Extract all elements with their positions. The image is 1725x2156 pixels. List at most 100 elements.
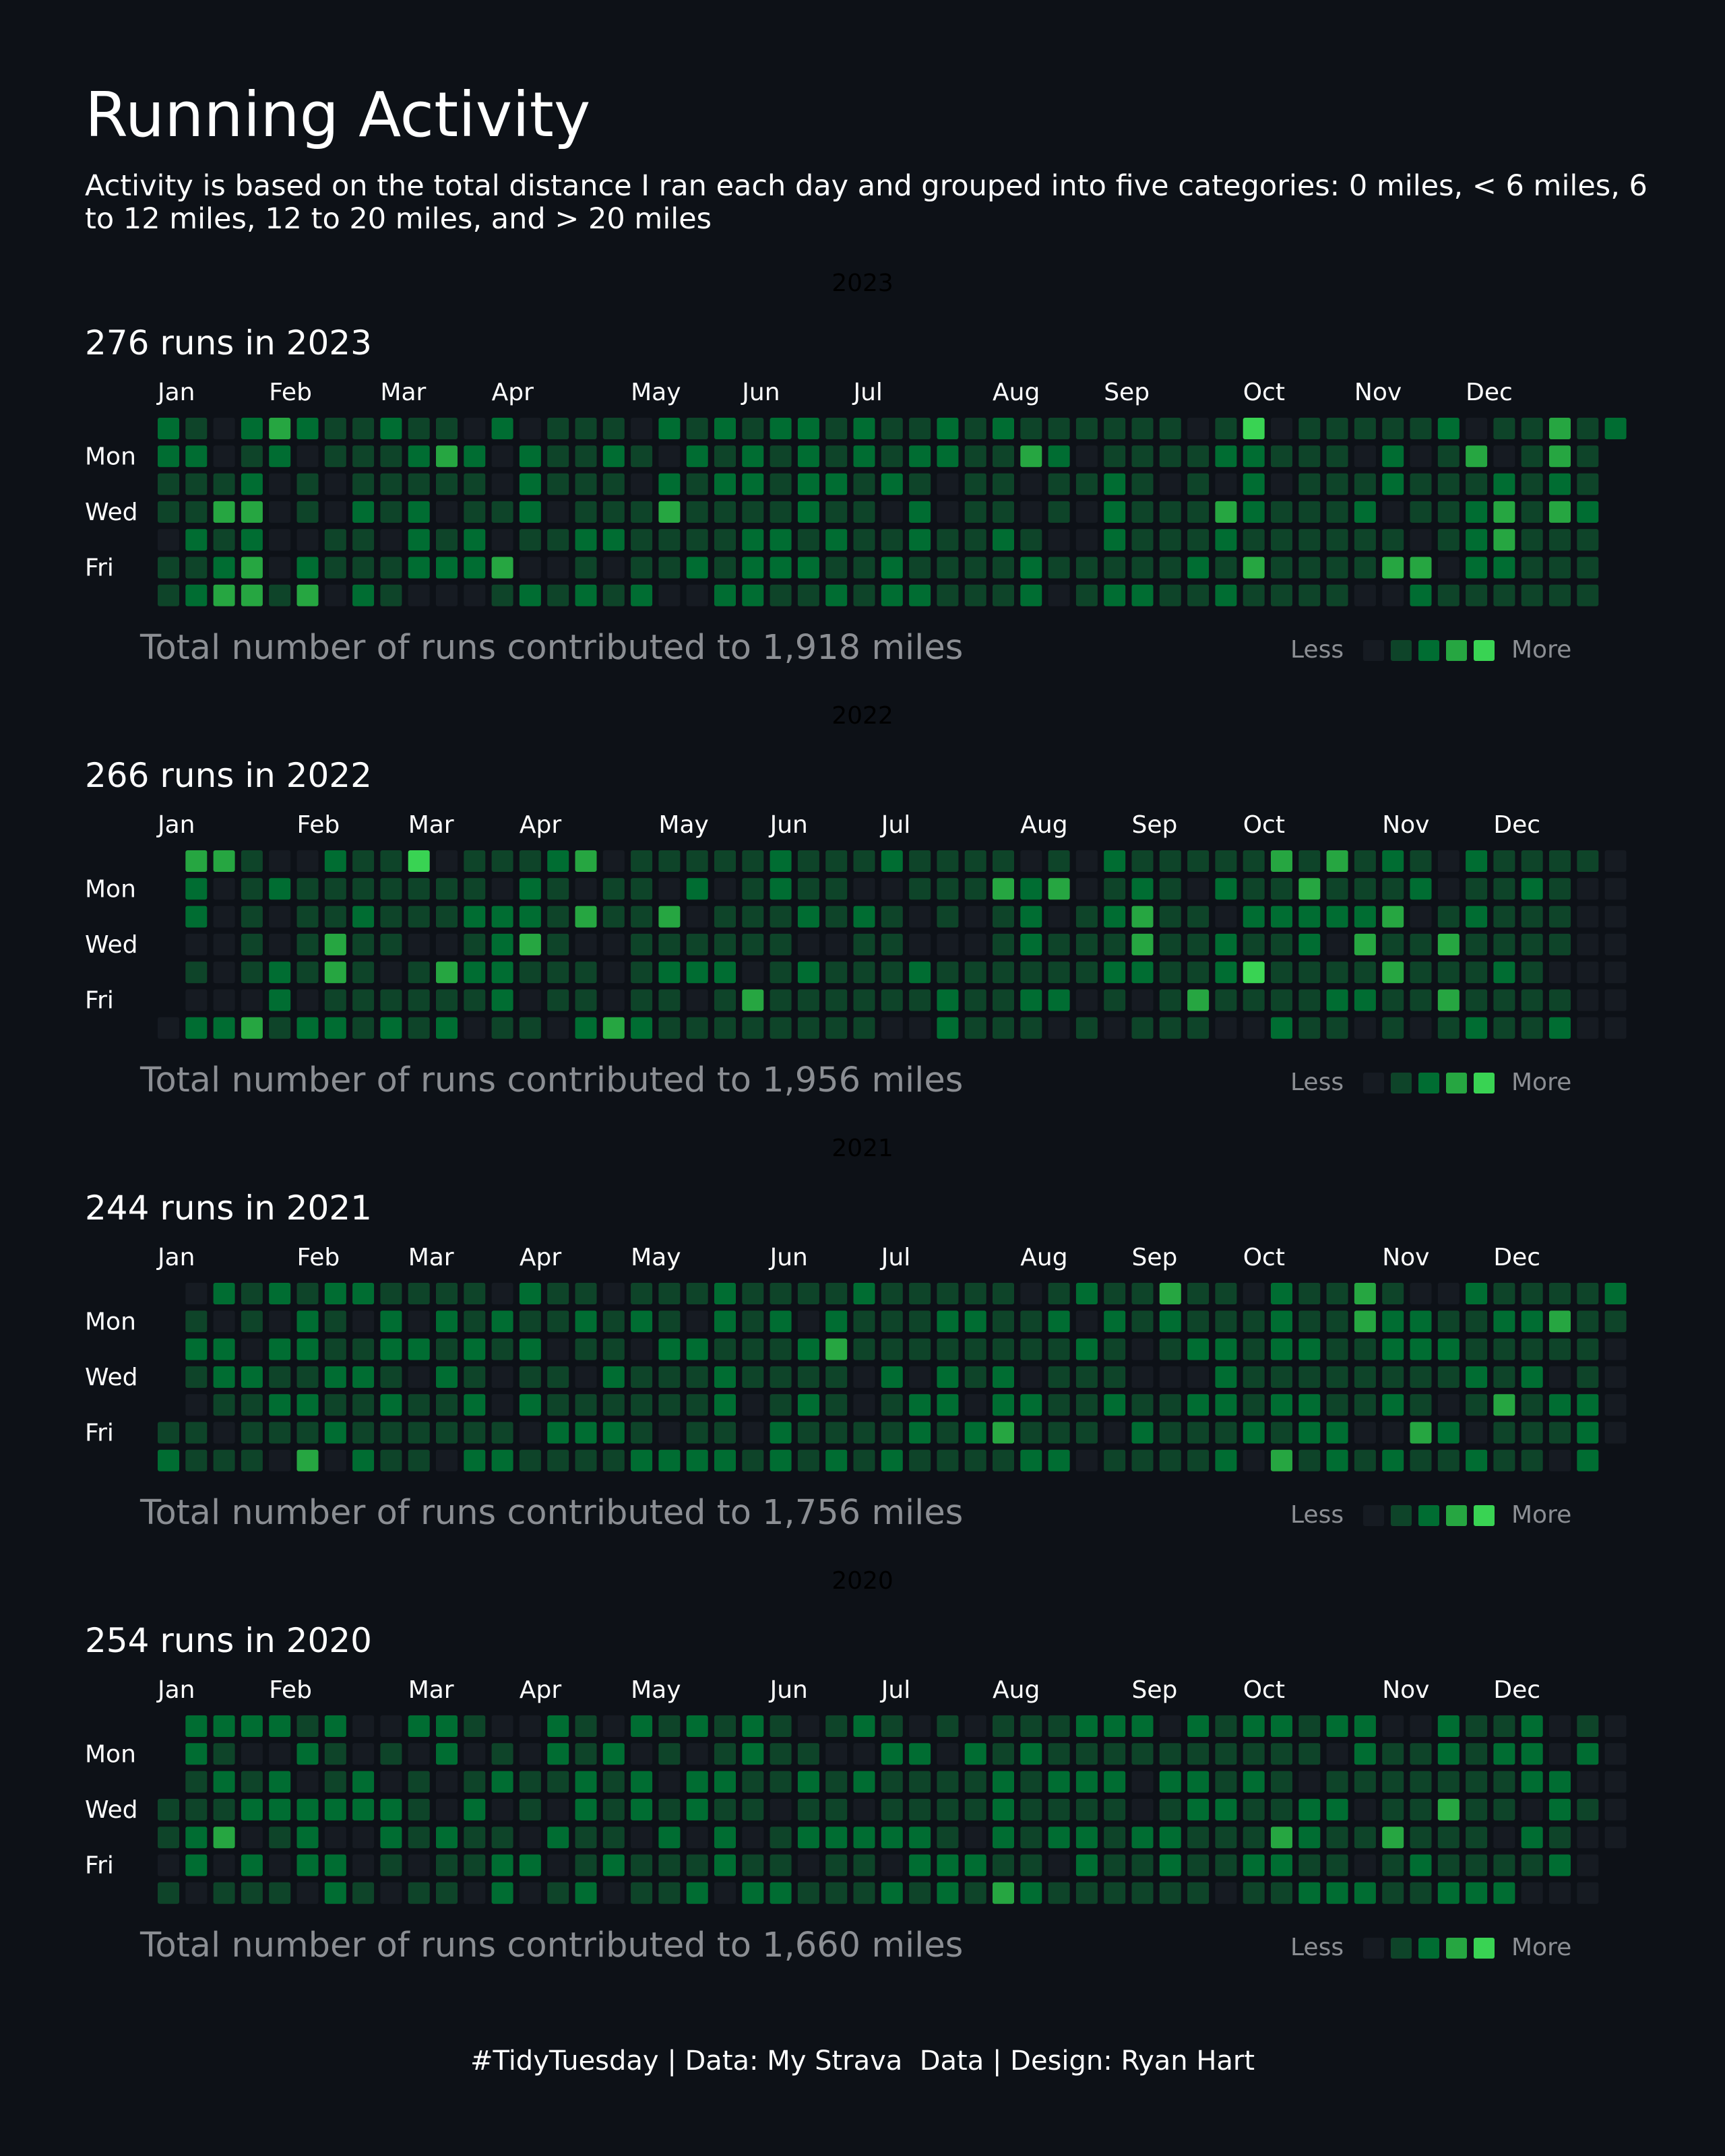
day-cell xyxy=(213,1771,235,1793)
day-cell xyxy=(770,1017,792,1039)
day-cell xyxy=(1215,850,1237,872)
legend: Less More xyxy=(1280,633,1617,667)
day-cell xyxy=(602,878,625,900)
day-cell xyxy=(491,1771,513,1793)
day-cell xyxy=(1604,1394,1627,1416)
month-label: Jun xyxy=(769,1244,808,1271)
day-cell xyxy=(770,529,792,551)
day-cell xyxy=(380,878,402,900)
day-cell xyxy=(853,557,875,579)
day-cell xyxy=(797,850,819,872)
day-cell xyxy=(464,1310,486,1333)
day-cell xyxy=(1326,1310,1348,1333)
day-cell xyxy=(408,529,430,551)
day-cell xyxy=(1187,878,1210,900)
day-cell xyxy=(964,557,986,579)
day-cell xyxy=(825,529,848,551)
day-cell xyxy=(714,989,736,1011)
day-cell xyxy=(185,1283,208,1304)
day-cell xyxy=(519,557,541,579)
day-cell xyxy=(1243,1017,1265,1039)
day-cell xyxy=(1104,557,1126,579)
day-cell xyxy=(1493,1743,1515,1765)
day-cell xyxy=(770,850,792,872)
day-cell xyxy=(937,1422,959,1444)
day-cell xyxy=(964,418,986,439)
day-cell xyxy=(881,961,903,984)
weekday-label: Fri xyxy=(85,1852,114,1880)
day-cell xyxy=(185,989,208,1011)
day-cell xyxy=(881,418,903,439)
day-cell xyxy=(993,933,1014,955)
day-cell xyxy=(853,418,875,439)
day-cell xyxy=(993,1882,1014,1904)
day-cell xyxy=(380,961,402,984)
day-cell xyxy=(158,1798,179,1820)
day-cell xyxy=(770,1771,792,1793)
day-cell xyxy=(714,1882,736,1904)
day-cell xyxy=(213,1449,235,1471)
day-cell xyxy=(1577,1798,1599,1820)
day-cell xyxy=(575,878,597,900)
day-cell xyxy=(213,1715,235,1737)
day-cell xyxy=(464,850,486,872)
day-cell xyxy=(1048,1283,1070,1304)
day-cell xyxy=(241,933,263,955)
day-cell xyxy=(1159,878,1181,900)
day-cell xyxy=(547,1310,569,1333)
day-cell xyxy=(1131,961,1154,984)
day-cell xyxy=(352,1394,375,1416)
day-cell xyxy=(1298,1338,1321,1360)
day-cell xyxy=(825,1338,848,1360)
day-cell xyxy=(575,1882,597,1904)
day-cell xyxy=(1326,1882,1348,1904)
month-label: Feb xyxy=(297,1244,340,1271)
day-cell xyxy=(658,557,681,579)
day-cell xyxy=(881,878,903,900)
month-label: Apr xyxy=(520,1676,561,1704)
day-cell xyxy=(1354,501,1376,523)
day-cell xyxy=(881,1283,903,1304)
day-cell xyxy=(686,1827,708,1849)
day-cell xyxy=(825,1394,848,1416)
day-cell xyxy=(742,961,764,984)
day-cell xyxy=(1326,878,1348,900)
day-cell xyxy=(658,1394,681,1416)
day-cell xyxy=(631,1771,653,1793)
day-cell xyxy=(1104,1394,1126,1416)
day-cell xyxy=(352,850,375,872)
day-cell xyxy=(464,418,486,439)
day-cell xyxy=(408,989,430,1011)
day-cell xyxy=(213,1283,235,1304)
day-cell xyxy=(1271,445,1292,468)
day-cell xyxy=(658,1422,681,1444)
day-cell xyxy=(575,1854,597,1876)
day-cell xyxy=(464,1798,486,1820)
day-cell xyxy=(324,1827,346,1849)
day-cell xyxy=(464,1771,486,1793)
day-cell xyxy=(1215,1854,1237,1876)
day-cell xyxy=(296,1715,319,1737)
day-cell xyxy=(213,473,235,495)
day-cell xyxy=(436,584,458,606)
day-cell xyxy=(881,1743,903,1765)
day-cell xyxy=(213,1854,235,1876)
day-cell xyxy=(464,1449,486,1471)
day-cell xyxy=(1493,989,1515,1011)
day-cell xyxy=(241,1338,263,1360)
day-cell xyxy=(686,529,708,551)
day-cell xyxy=(602,445,625,468)
day-cell xyxy=(742,1827,764,1849)
day-cell xyxy=(1243,961,1265,984)
day-cell xyxy=(1243,1798,1265,1820)
day-cell xyxy=(797,933,819,955)
day-cell xyxy=(352,1882,375,1904)
day-cell xyxy=(1354,1017,1376,1039)
day-cell xyxy=(519,1422,541,1444)
day-cell xyxy=(241,418,263,439)
day-cell xyxy=(1493,418,1515,439)
day-cell xyxy=(269,1449,291,1471)
day-cell xyxy=(1604,1743,1627,1765)
weekday-label: Wed xyxy=(85,1796,138,1824)
day-cell xyxy=(491,1283,513,1304)
